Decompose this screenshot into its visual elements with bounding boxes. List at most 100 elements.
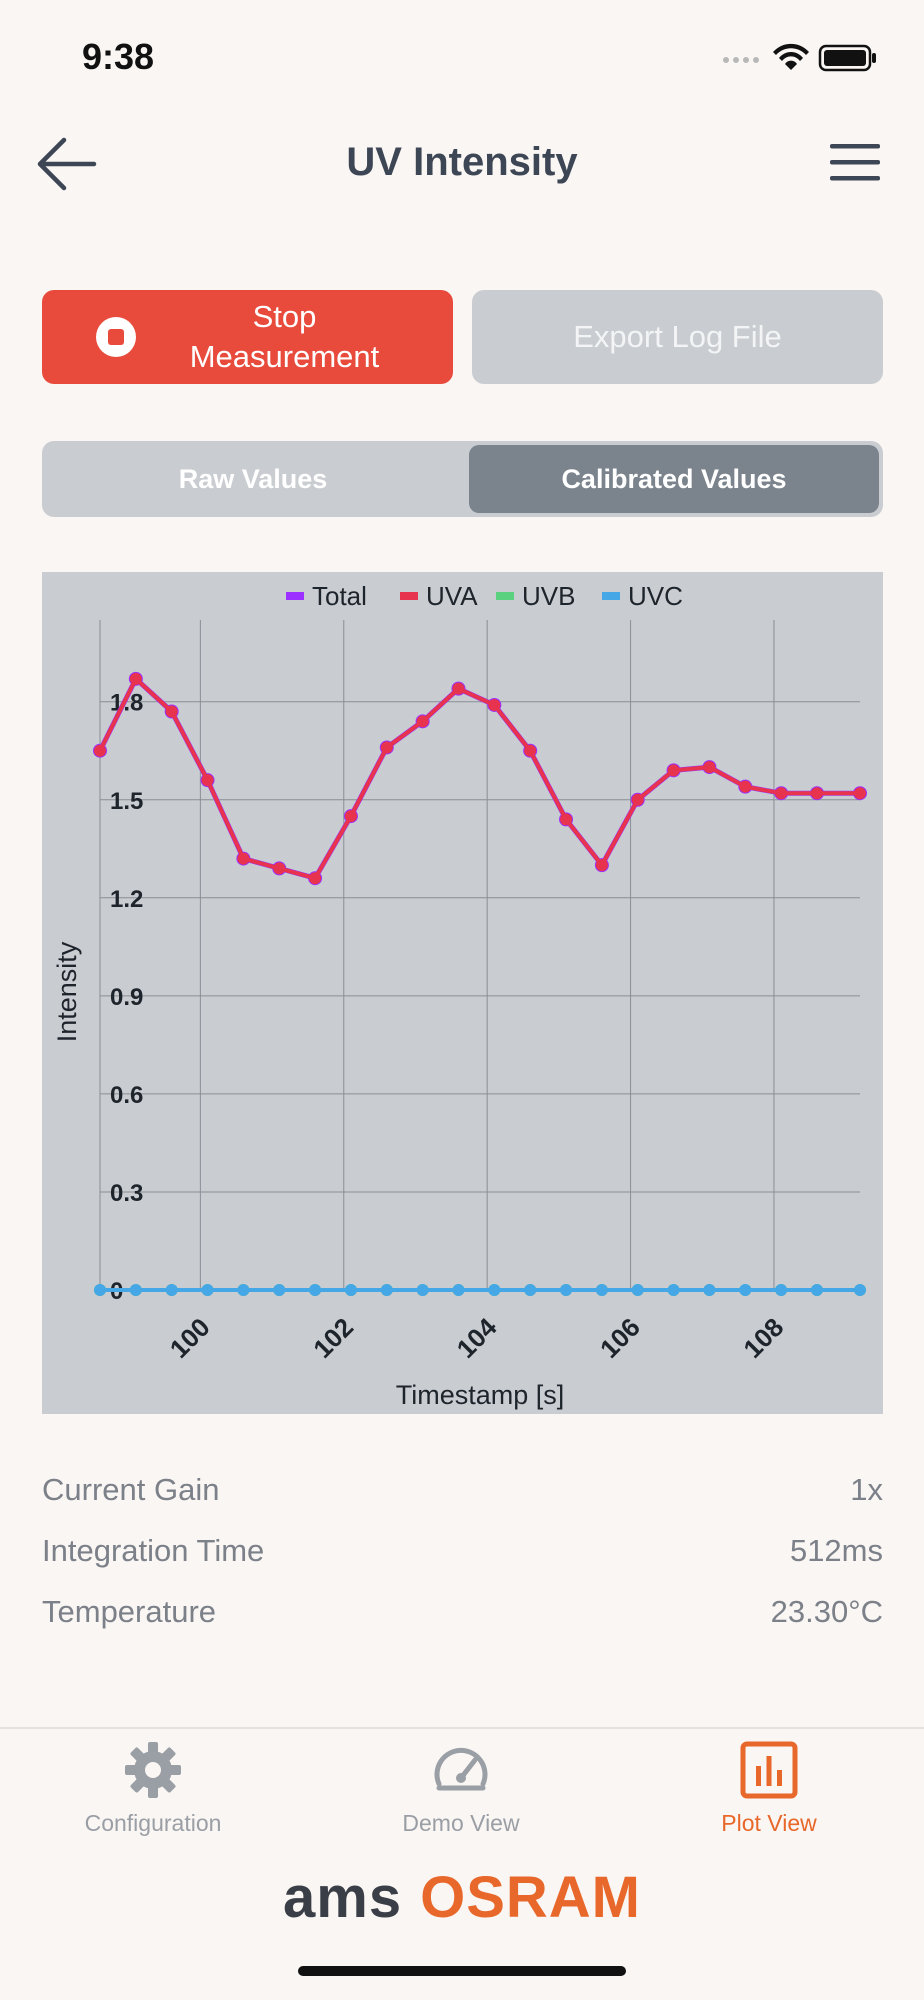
data-point-uva (165, 705, 178, 718)
tab-demo-view[interactable]: Demo View (336, 1740, 586, 1850)
x-axis-title: Timestamp [s] (396, 1380, 565, 1410)
data-point-uva (452, 682, 465, 695)
tab-bar-divider (0, 1727, 924, 1729)
current-gain-label: Current Gain (42, 1472, 220, 1507)
data-point-uva (595, 859, 608, 872)
tab-configuration-label: Configuration (84, 1810, 222, 1836)
legend-label-total: Total (312, 581, 367, 611)
stop-measurement-button[interactable]: Stop Measurement (42, 290, 453, 384)
data-point-uvc (344, 1284, 357, 1296)
tab-demo-view-label: Demo View (402, 1810, 520, 1836)
stop-measurement-label: Stop Measurement (189, 299, 380, 374)
legend-label-uvc: UVC (628, 581, 683, 611)
legend-swatch-uvb (496, 592, 514, 600)
current-gain-value: 1x (850, 1472, 883, 1507)
data-point-uva (703, 761, 716, 774)
data-point-uva (201, 774, 214, 787)
legend-swatch-uva (400, 592, 418, 600)
tab-plot-view[interactable]: Plot View (644, 1740, 894, 1850)
legend-swatch-total (286, 592, 304, 600)
data-point-uvc (201, 1284, 214, 1296)
y-axis-title: Intensity (52, 941, 82, 1042)
home-indicator (298, 1966, 626, 1976)
info-row-integration-time: Integration Time 512ms (42, 1533, 883, 1583)
data-point-uvc (273, 1284, 286, 1296)
info-row-temperature: Temperature 23.30°C (42, 1594, 883, 1644)
bar-chart-icon (740, 1741, 798, 1799)
brand-osram: OSRAM (420, 1865, 641, 1930)
temperature-value: 23.30°C (770, 1594, 883, 1629)
data-point-uva (237, 852, 250, 865)
gauge-icon (434, 1747, 488, 1791)
menu-icon[interactable] (828, 140, 882, 186)
data-point-uvc (595, 1284, 608, 1296)
back-arrow-icon[interactable] (34, 134, 98, 194)
data-point-uva (854, 787, 866, 800)
data-point-uvc (810, 1284, 823, 1296)
data-point-uvc (488, 1284, 501, 1296)
status-icons (723, 43, 876, 72)
data-point-uva (344, 810, 357, 823)
data-point-uva (380, 741, 393, 754)
data-point-uva (416, 715, 429, 728)
data-point-uvc (631, 1284, 644, 1296)
y-tick-label: 1.5 (110, 788, 143, 815)
y-tick-label: 0.6 (110, 1082, 143, 1109)
brand-ams: ams (283, 1865, 403, 1930)
signal-icon (723, 57, 759, 63)
battery-icon (818, 44, 876, 72)
data-point-uvc (452, 1284, 465, 1296)
data-point-uva (560, 813, 573, 826)
ams-osram-logo: ams OSRAM (0, 1864, 924, 1934)
y-tick-label: 0.3 (110, 1180, 143, 1207)
data-point-uva (273, 862, 286, 875)
data-point-uva (810, 787, 823, 800)
data-point-uvc (703, 1284, 716, 1296)
segment-raw-values[interactable]: Raw Values (178, 463, 328, 494)
data-point-uvc (309, 1284, 322, 1296)
gear-icon (125, 1742, 181, 1798)
temperature-label: Temperature (42, 1594, 217, 1629)
export-log-file-button[interactable]: Export Log File (472, 290, 883, 384)
data-point-uvc (775, 1284, 788, 1296)
y-tick-label: 0.9 (110, 984, 143, 1011)
data-point-uvc (129, 1284, 142, 1296)
legend-label-uva: UVA (426, 581, 478, 611)
data-point-uva (524, 744, 537, 757)
data-point-uvc (416, 1284, 429, 1296)
y-tick-label: 1.2 (110, 886, 143, 913)
chart-background (42, 572, 883, 1414)
series-line-uva (98, 676, 860, 881)
status-time: 9:38 (82, 36, 155, 77)
data-point-uva (94, 744, 106, 757)
data-point-uva (631, 793, 644, 806)
values-segmented-control: Raw Values Calibrated Values (42, 441, 883, 517)
data-point-uvc (524, 1284, 537, 1296)
data-point-uva (488, 698, 501, 711)
legend-swatch-uvc (602, 592, 620, 600)
data-point-uva (739, 780, 752, 793)
data-point-uva (667, 764, 680, 777)
legend-label-uvb: UVB (522, 581, 575, 611)
tab-configuration[interactable]: Configuration (28, 1740, 278, 1850)
data-point-uvc (854, 1284, 866, 1296)
page-title: UV Intensity (346, 140, 578, 184)
data-point-uvc (380, 1284, 393, 1296)
data-point-uvc (560, 1284, 573, 1296)
data-point-uvc (667, 1284, 680, 1296)
data-point-uvc (739, 1284, 752, 1296)
wifi-icon (773, 43, 809, 70)
data-point-uvc (165, 1284, 178, 1296)
data-point-uva (129, 672, 142, 685)
data-point-uvc (94, 1284, 106, 1296)
data-point-uvc (237, 1284, 250, 1296)
stop-icon (95, 317, 136, 357)
data-point-uva (309, 872, 322, 885)
segment-calibrated-values[interactable]: Calibrated Values (469, 445, 879, 513)
info-row-current-gain: Current Gain 1x (42, 1472, 883, 1522)
integration-time-value: 512ms (789, 1533, 883, 1568)
data-point-uva (775, 787, 788, 800)
tab-plot-view-label: Plot View (721, 1810, 817, 1836)
integration-time-label: Integration Time (42, 1533, 265, 1568)
